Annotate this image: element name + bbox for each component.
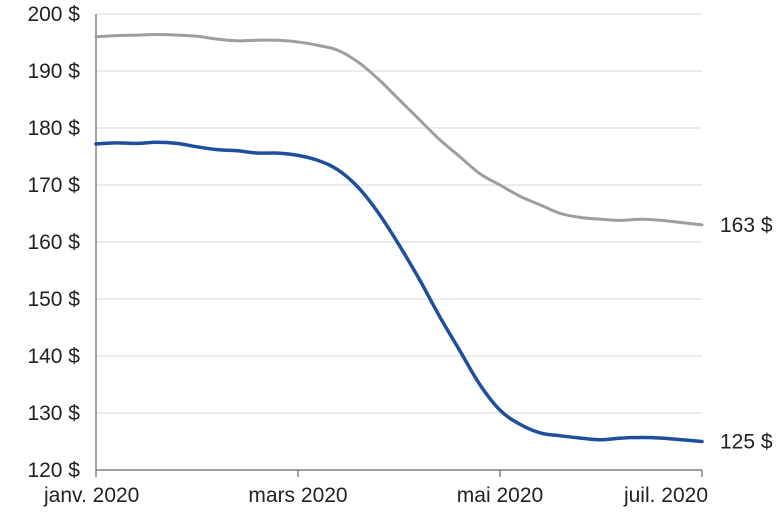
chart-svg: 120 $ 130 $ 140 $ 150 $ 160 $ 170 $ 180 $ 190 $… <box>0 0 778 518</box>
y-tick-label: 190 $ <box>27 60 80 83</box>
y-tick-label: 130 $ <box>27 402 80 425</box>
x-tick-label: mars 2020 <box>248 484 347 507</box>
x-tick-label: juil. 2020 <box>623 484 708 507</box>
line-blue <box>96 142 702 441</box>
y-tick-label: 180 $ <box>27 117 80 140</box>
x-tick-label: janv. 2020 <box>43 484 139 507</box>
x-tick-label: mai 2020 <box>457 484 543 507</box>
line-grey <box>96 35 702 225</box>
y-tick-label: 200 $ <box>27 3 80 26</box>
y-tick-label: 170 $ <box>27 174 80 197</box>
y-tick-label: 160 $ <box>27 231 80 254</box>
line-blue-end-label: 125 $ <box>720 431 773 454</box>
y-tick-label: 150 $ <box>27 288 80 311</box>
y-tick-label: 120 $ <box>27 459 80 482</box>
line-grey-end-label: 163 $ <box>720 214 773 237</box>
line-chart: 120 $ 130 $ 140 $ 150 $ 160 $ 170 $ 180 $ 190 $… <box>0 0 778 518</box>
y-tick-label: 140 $ <box>27 345 80 368</box>
